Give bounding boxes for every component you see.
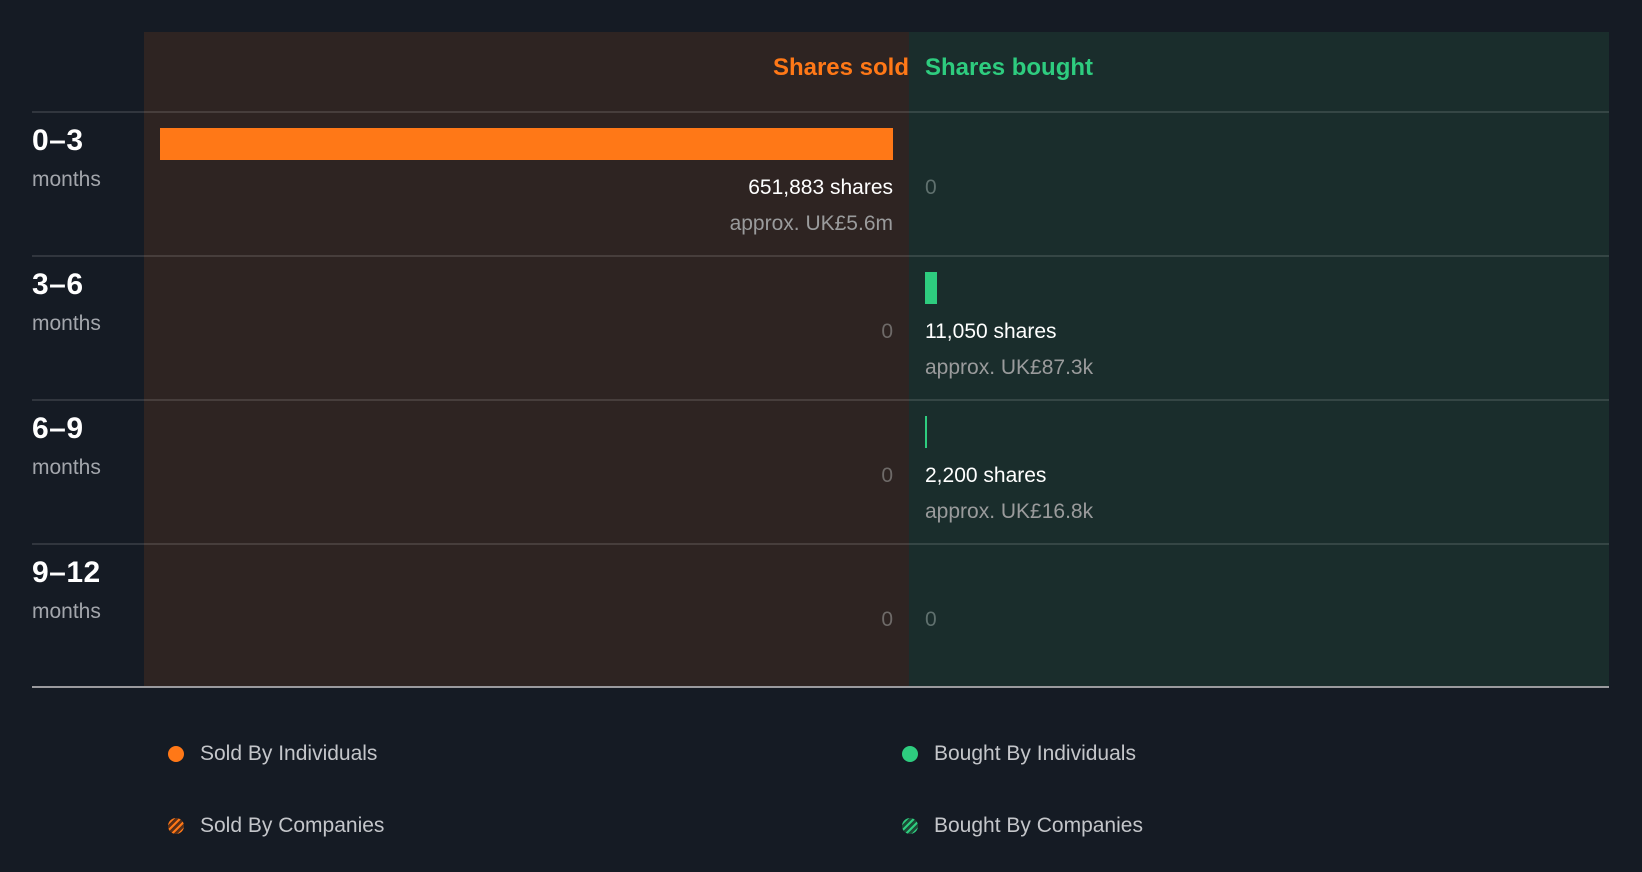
- approx-value: approx. UK£5.6m: [729, 212, 893, 235]
- bought-bar-3-6[interactable]: [925, 272, 937, 304]
- legend-label: Bought By Companies: [934, 814, 1143, 837]
- period-label-3-6: 3–6 months: [32, 268, 101, 336]
- shares-sold-header: Shares sold: [772, 54, 909, 81]
- legend-sold-companies[interactable]: Sold By Companies: [168, 814, 384, 838]
- legend-label: Bought By Individuals: [934, 742, 1136, 765]
- zero-value: 0: [881, 608, 893, 631]
- period-label-0-3: 0–3 months: [32, 124, 101, 192]
- legend-sold-individuals[interactable]: Sold By Individuals: [168, 742, 377, 766]
- row-divider: [32, 399, 1609, 401]
- legend-label: Sold By Companies: [200, 814, 385, 837]
- row-divider: [32, 111, 1609, 113]
- bought-value-0-3: 0: [925, 175, 1585, 201]
- zero-value: 0: [881, 464, 893, 487]
- orange-dot-icon: [168, 746, 184, 762]
- bought-value-6-9: 2,200 shares approx. UK£16.8k: [925, 463, 1585, 525]
- green-hatched-dot-icon: [902, 818, 918, 834]
- approx-value: approx. UK£16.8k: [925, 500, 1094, 523]
- period-label-9-12: 9–12 months: [32, 556, 101, 624]
- sold-value-0-3: 651,883 shares approx. UK£5.6m: [160, 175, 893, 237]
- sold-value-9-12: 0: [160, 607, 893, 633]
- sold-value-3-6: 0: [160, 319, 893, 345]
- orange-hatched-dot-icon: [168, 818, 184, 834]
- period-unit: months: [32, 312, 101, 335]
- period-unit: months: [32, 456, 101, 479]
- shares-bought-header: Shares bought: [925, 54, 1094, 81]
- period-range: 6–9: [32, 412, 84, 445]
- shares-count: 2,200 shares: [925, 464, 1047, 487]
- bought-value-9-12: 0: [925, 607, 1585, 633]
- bought-bar-6-9[interactable]: [925, 416, 927, 448]
- bought-value-3-6: 11,050 shares approx. UK£87.3k: [925, 319, 1585, 381]
- shares-bought-panel: [909, 32, 1609, 687]
- chart-baseline: [32, 686, 1609, 688]
- sold-value-6-9: 0: [160, 463, 893, 489]
- zero-value: 0: [925, 608, 937, 631]
- period-unit: months: [32, 168, 101, 191]
- period-range: 9–12: [32, 556, 101, 589]
- period-range: 3–6: [32, 268, 84, 301]
- zero-value: 0: [881, 320, 893, 343]
- sold-bar-0-3[interactable]: [160, 128, 893, 160]
- legend-bought-companies[interactable]: Bought By Companies: [902, 814, 1143, 838]
- legend-bought-individuals[interactable]: Bought By Individuals: [902, 742, 1136, 766]
- period-label-6-9: 6–9 months: [32, 412, 101, 480]
- period-range: 0–3: [32, 124, 84, 157]
- row-divider: [32, 543, 1609, 545]
- zero-value: 0: [925, 176, 937, 199]
- row-divider: [32, 255, 1609, 257]
- approx-value: approx. UK£87.3k: [925, 356, 1094, 379]
- period-unit: months: [32, 600, 101, 623]
- green-dot-icon: [902, 746, 918, 762]
- legend-label: Sold By Individuals: [200, 742, 378, 765]
- shares-count: 11,050 shares: [925, 320, 1057, 343]
- shares-count: 651,883 shares: [748, 176, 893, 199]
